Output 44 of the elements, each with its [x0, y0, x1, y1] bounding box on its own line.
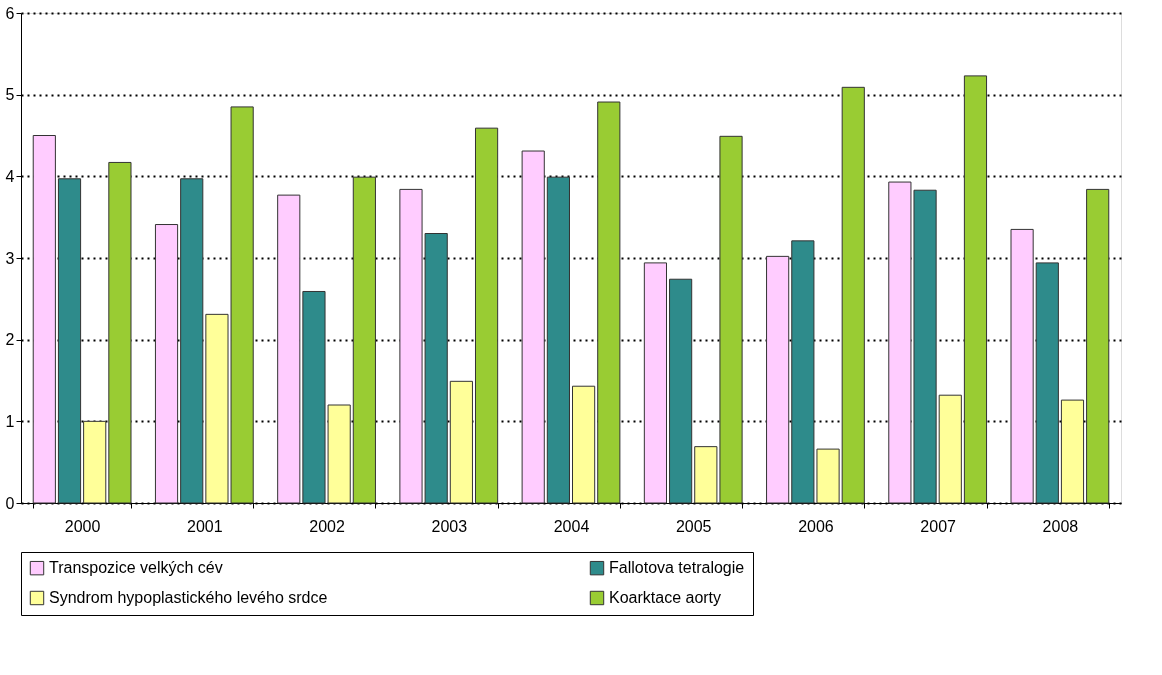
bar — [180, 178, 204, 504]
x-tick-label: 2007 — [920, 517, 957, 535]
bar — [938, 394, 962, 504]
y-tick-label: 3 — [5, 249, 15, 267]
legend-label: Koarktace aorty — [609, 589, 722, 606]
bar — [57, 178, 82, 504]
bar — [474, 127, 499, 504]
bar — [154, 224, 179, 504]
x-tick-label: 2005 — [675, 517, 712, 535]
bar — [1086, 188, 1110, 504]
bar — [83, 420, 107, 504]
bar — [1060, 399, 1085, 504]
y-tick-label: 1 — [5, 412, 15, 430]
x-tick-label: 2000 — [64, 517, 101, 535]
y-tick-label: 4 — [5, 167, 15, 185]
y-tick-label: 5 — [5, 86, 15, 104]
x-tick-label: 2002 — [309, 517, 345, 535]
bar — [108, 161, 132, 504]
x-tick-label: 2006 — [798, 517, 834, 535]
legend-label: Transpozice velkých cév — [49, 559, 223, 577]
bar — [1035, 262, 1059, 504]
legend-label: Syndrom hypoplastického levého srdce — [49, 589, 328, 606]
y-tick-label: 2 — [5, 331, 15, 349]
bar — [572, 385, 596, 504]
bar — [597, 101, 621, 504]
legend-label: Fallotova tetralogie — [609, 559, 745, 577]
bar — [277, 194, 301, 504]
bar — [669, 278, 693, 504]
bar — [521, 150, 545, 504]
y-tick-label: 0 — [5, 494, 15, 512]
bar — [352, 176, 376, 504]
x-tick-label: 2008 — [1042, 517, 1079, 535]
x-tick-label: 2001 — [187, 517, 223, 535]
bar — [766, 255, 790, 504]
bar — [32, 135, 56, 504]
bar — [546, 176, 570, 504]
x-tick-label: 2004 — [553, 517, 590, 535]
bar — [643, 262, 668, 504]
bar — [841, 86, 865, 504]
bar — [963, 75, 988, 504]
bar — [1010, 228, 1034, 504]
y-tick-label: 6 — [5, 4, 15, 22]
x-tick-label: 2003 — [431, 517, 468, 535]
bar — [449, 380, 473, 504]
